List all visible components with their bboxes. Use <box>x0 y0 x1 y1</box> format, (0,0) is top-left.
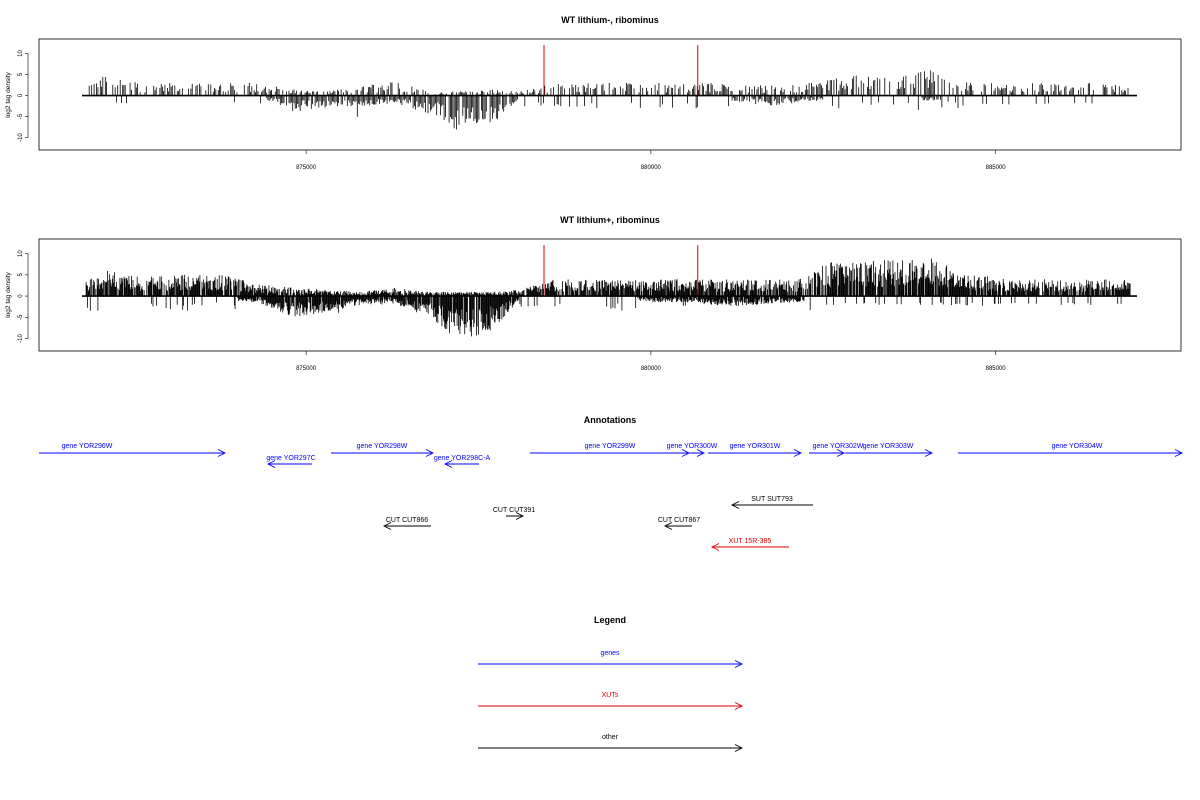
legend-title: Legend <box>594 615 626 625</box>
feature-label: gene YOR299W <box>585 443 636 450</box>
feature-arrowhead <box>425 449 435 457</box>
annotation-features: gene YOR296W gene YOR297C gene YOR298W gene… <box>39 443 1184 551</box>
feature-label: gene YOR296W <box>62 443 113 450</box>
panel-1-ylabel: log2 tag density <box>5 71 12 117</box>
feature-arrowhead <box>663 522 673 530</box>
feature-label: gene YOR303W <box>863 443 914 450</box>
feature-arrowhead <box>734 702 744 710</box>
feature-cut-cut867: CUT CUT867 <box>658 517 700 530</box>
x-tick-label: 885000 <box>986 165 1007 171</box>
panel-1-frame <box>38 38 1182 151</box>
feature-xut-15r-385: XUT 15R-385 <box>710 538 789 551</box>
y-tick-label: 10 <box>18 50 24 57</box>
panel-1-x-axis: 875000 880000 885000 <box>296 150 1006 171</box>
feature-arrowhead <box>266 460 276 468</box>
feature-gene-yor297c: gene YOR297C <box>266 455 316 468</box>
panel-2-title: WT lithium+, ribominus <box>560 215 660 225</box>
feature-label: CUT CUT391 <box>493 507 535 514</box>
feature-arrowhead <box>217 449 227 457</box>
track-panel-1: WT lithium-, ribominus log2 tag density … <box>5 15 1182 171</box>
legend-items: genes XUTs other <box>478 650 744 752</box>
feature-label: gene YOR304W <box>1052 443 1103 450</box>
feature-gene-yor298c-a: gene YOR298C-A <box>434 455 491 468</box>
feature-arrowhead <box>696 449 706 457</box>
feature-label: XUT 15R-385 <box>729 538 772 545</box>
legend-label: genes <box>600 650 620 657</box>
x-tick-label: 880000 <box>641 366 662 372</box>
feature-arrowhead <box>924 449 934 457</box>
feature-label: gene YOR297C <box>266 455 315 462</box>
feature-arrowhead <box>382 522 392 530</box>
panel-2-frame <box>38 238 1182 352</box>
feature-arrowhead <box>1174 449 1184 457</box>
y-tick-label: -5 <box>18 113 24 119</box>
feature-label: CUT CUT866 <box>386 517 428 524</box>
feature-gene-yor301w: gene YOR301W <box>708 443 803 457</box>
feature-sut-sut793: SUT SUT793 <box>730 496 813 509</box>
panel-2-ylabel: log2 tag density <box>5 271 12 317</box>
legend-panel: Legend genes XUTs other <box>478 615 744 752</box>
track-panel-2: WT lithium+, ribominus log2 tag density … <box>5 215 1182 372</box>
panel-1-markers <box>543 45 699 96</box>
panel-1-bars <box>88 70 1129 130</box>
y-tick-label: 0 <box>18 93 24 97</box>
feature-arrowhead <box>734 744 744 752</box>
panel-2-markers <box>543 245 699 297</box>
feature-arrowhead <box>836 449 846 457</box>
y-tick-label: -10 <box>18 334 24 343</box>
panel-1-y-axis: -10 -5 0 5 10 <box>18 50 29 142</box>
feature-cut-cut391: CUT CUT391 <box>493 507 535 520</box>
panel-2-y-axis: -10 -5 0 5 10 <box>18 250 29 343</box>
feature-gene-yor296w: gene YOR296W <box>39 443 227 457</box>
feature-arrowhead <box>793 449 803 457</box>
x-tick-label: 875000 <box>296 366 317 372</box>
legend-label: other <box>602 734 619 741</box>
legend-label: XUTs <box>602 692 619 699</box>
feature-gene-yor300w: gene YOR300W <box>667 443 718 457</box>
feature-gene-yor299w: gene YOR299W <box>530 443 691 457</box>
feature-arrowhead <box>515 512 525 520</box>
legend-item-gene: genes <box>478 650 744 668</box>
panel-2-x-axis: 875000 880000 885000 <box>296 351 1006 372</box>
y-tick-label: 0 <box>18 294 24 298</box>
x-tick-label: 885000 <box>986 366 1007 372</box>
annotations-title: Annotations <box>584 415 637 425</box>
feature-cut-cut866: CUT CUT866 <box>382 517 431 530</box>
y-tick-label: -5 <box>18 314 24 320</box>
feature-label: SUT SUT793 <box>751 496 793 503</box>
feature-gene-yor302w: gene YOR302W <box>809 443 864 457</box>
panel-2-bars <box>85 258 1131 337</box>
feature-label: gene YOR302W <box>813 443 864 450</box>
feature-label: gene YOR298W <box>357 443 408 450</box>
feature-gene-yor303w: gene YOR303W <box>845 443 934 457</box>
y-tick-label: 5 <box>18 273 24 277</box>
feature-label: gene YOR298C-A <box>434 455 491 462</box>
legend-item-xut: XUTs <box>478 692 744 710</box>
y-tick-label: 5 <box>18 72 24 76</box>
legend-item-other: other <box>478 734 744 752</box>
y-tick-label: 10 <box>18 250 24 257</box>
panel-1-title: WT lithium-, ribominus <box>561 15 659 25</box>
feature-label: CUT CUT867 <box>658 517 700 524</box>
feature-arrowhead <box>710 543 720 551</box>
feature-arrowhead <box>443 460 453 468</box>
feature-gene-yor304w: gene YOR304W <box>958 443 1184 457</box>
feature-gene-yor298w: gene YOR298W <box>331 443 435 457</box>
x-tick-label: 880000 <box>641 165 662 171</box>
feature-label: gene YOR300W <box>667 443 718 450</box>
feature-arrowhead <box>734 660 744 668</box>
x-tick-label: 875000 <box>296 165 317 171</box>
feature-arrowhead <box>730 501 740 509</box>
y-tick-label: -10 <box>18 133 24 142</box>
feature-label: gene YOR301W <box>730 443 781 450</box>
